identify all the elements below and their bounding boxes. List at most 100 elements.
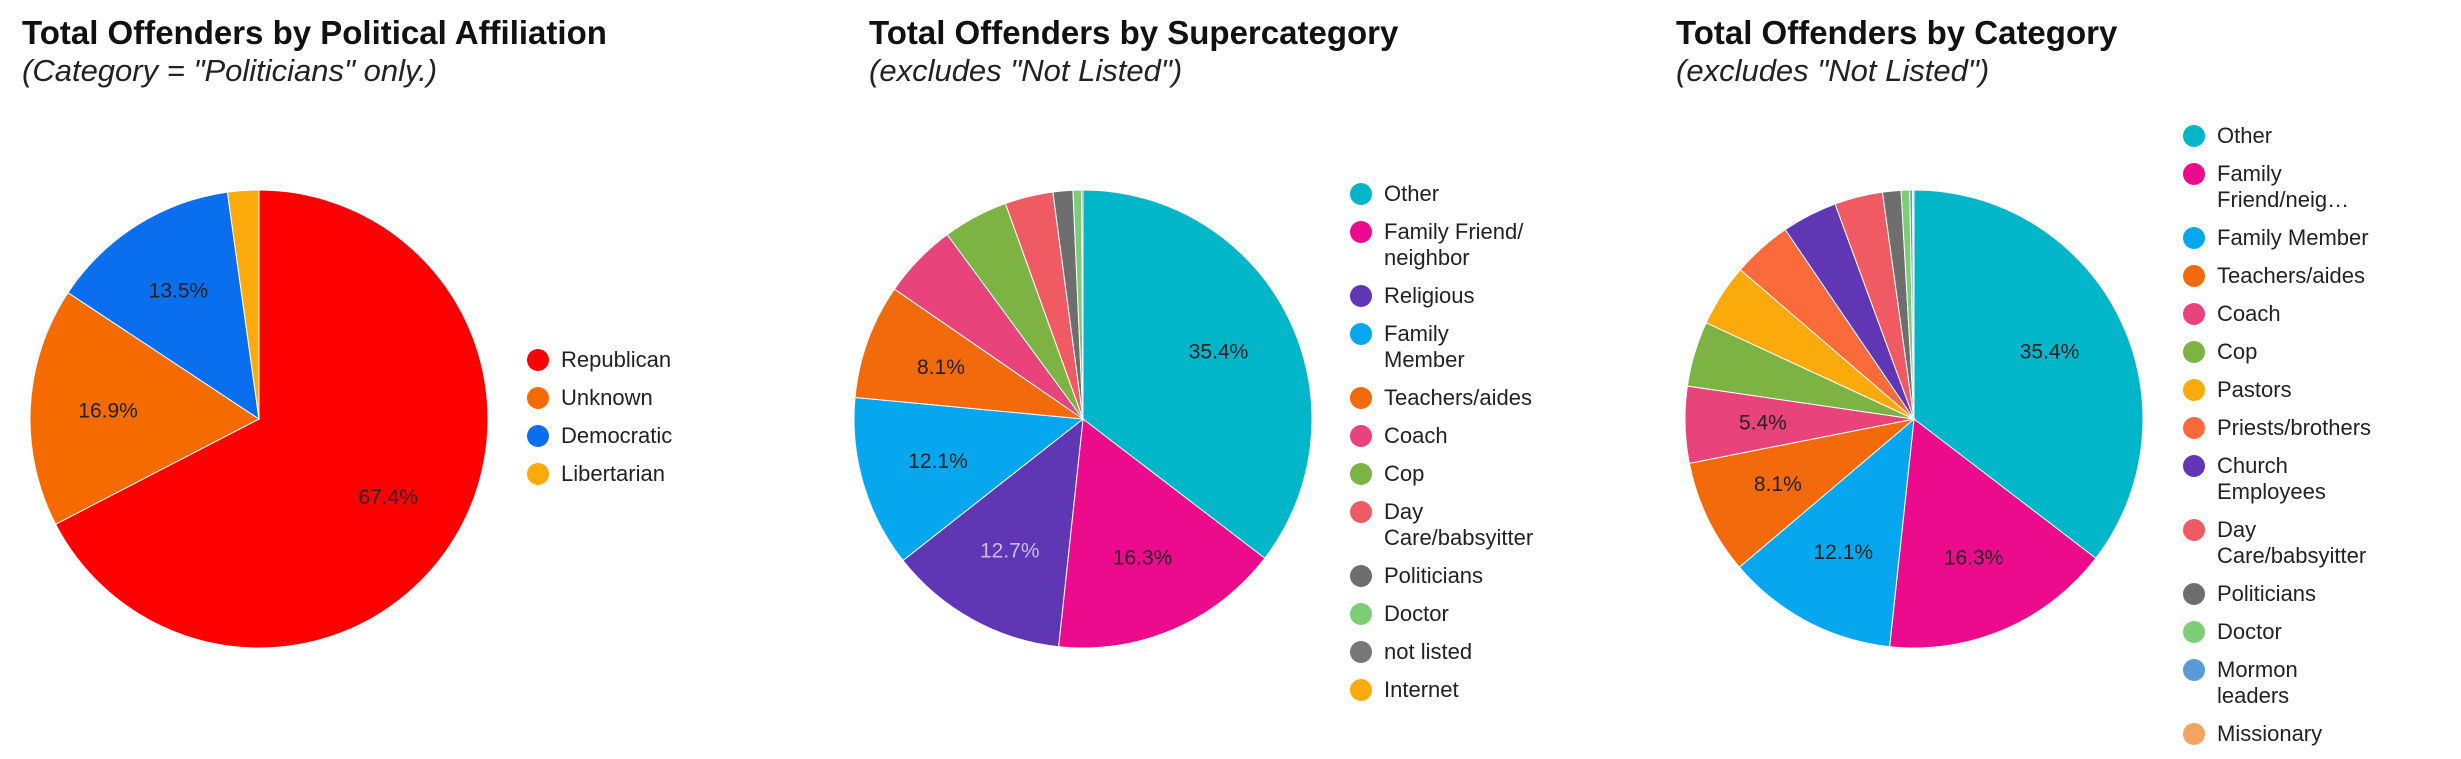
chart-subtitle: (Category = "Politicians" only.) <box>22 53 438 88</box>
legend-item-cop[interactable]: Cop <box>1350 461 1533 487</box>
legend-swatch <box>2183 621 2205 643</box>
legend-label: Teachers/aides <box>1384 385 1532 410</box>
legend-item-not-listed[interactable]: not listed <box>1350 639 1533 665</box>
legend-item-priests-brothers[interactable]: Priests/brothers <box>2183 415 2371 441</box>
chart-legend: Republican Unknown Democratic Libertarian <box>527 347 672 499</box>
legend-swatch <box>1350 323 1372 345</box>
legend-label: Coach <box>1384 423 1448 448</box>
pie-slice-family-member[interactable] <box>1738 417 1915 648</box>
legend-item-church-employees[interactable]: Church Employees <box>2183 453 2371 505</box>
legend-item-unknown[interactable]: Unknown <box>527 385 672 411</box>
legend-swatch <box>527 349 549 371</box>
pie-slice-unknown[interactable] <box>29 291 260 525</box>
legend-swatch <box>1350 387 1372 409</box>
slice-data-label: 12.1% <box>908 450 968 473</box>
chart-title: Total Offenders by Category <box>1676 14 2118 51</box>
legend-swatch <box>1350 603 1372 625</box>
legend-item-missionary[interactable]: Missionary <box>2183 721 2371 747</box>
legend-label: Priests/brothers <box>2217 415 2372 440</box>
pie-slice-family-member[interactable] <box>853 396 1085 562</box>
legend-item-democratic[interactable]: Democratic <box>527 423 672 449</box>
pie-slice-missionary[interactable] <box>1912 189 1915 420</box>
legend-swatch <box>1350 425 1372 447</box>
pie-chart: 35.4% 16.3% 12.7% 12.1% 8.1% <box>853 189 1313 649</box>
legend-label: Other <box>2217 123 2273 148</box>
legend-label: Unknown <box>561 385 653 410</box>
legend-item-teachers-aides[interactable]: Teachers/aides <box>1350 385 1533 411</box>
pie-slice-democratic[interactable] <box>67 191 260 421</box>
legend-swatch <box>2183 659 2205 681</box>
legend-swatch <box>1350 285 1372 307</box>
legend-item-day-care-babsyitter[interactable]: Day Care/babsyitter <box>1350 499 1533 551</box>
pie-slice-other[interactable] <box>1082 189 1313 559</box>
pie-slice-teachers-aides[interactable] <box>1688 418 1916 568</box>
legend-swatch <box>527 463 549 485</box>
legend-label: Family Member <box>2217 225 2369 250</box>
slice-data-label: 13.5% <box>149 280 209 303</box>
legend-item-family-friend-neig[interactable]: Family Friend/neig… <box>2183 161 2371 213</box>
legend-item-doctor[interactable]: Doctor <box>1350 601 1533 627</box>
legend-label: Cop <box>1384 461 1425 486</box>
legend-label: Cop <box>2217 339 2258 364</box>
legend-swatch <box>2183 455 2205 477</box>
legend-label: not listed <box>1384 639 1473 664</box>
slice-data-label: 16.9% <box>78 399 138 422</box>
legend-swatch <box>2183 519 2205 541</box>
legend-label: Politicians <box>2217 581 2317 606</box>
chart-title: Total Offenders by Political Affiliation <box>22 14 607 51</box>
legend-item-other[interactable]: Other <box>1350 181 1533 207</box>
legend-label: Family Friend/ neighbor <box>1384 219 1524 270</box>
chart-title: Total Offenders by Supercategory <box>869 14 1399 51</box>
chart-subtitle: (excludes "Not Listed") <box>869 53 1183 88</box>
legend-swatch <box>1350 641 1372 663</box>
legend-item-coach[interactable]: Coach <box>2183 301 2371 327</box>
legend-item-religious[interactable]: Religious <box>1350 283 1533 309</box>
legend-label: Church Employees <box>2217 453 2326 504</box>
legend-item-politicians[interactable]: Politicians <box>1350 563 1533 589</box>
legend-label: Doctor <box>2217 619 2282 644</box>
slice-data-label: 16.3% <box>1113 546 1173 569</box>
legend-item-coach[interactable]: Coach <box>1350 423 1533 449</box>
legend-item-family-friend-neighbor[interactable]: Family Friend/ neighbor <box>1350 219 1533 271</box>
legend-label: Doctor <box>1384 601 1449 626</box>
legend-label: Day Care/babsyitter <box>1384 499 1534 550</box>
legend-item-politicians[interactable]: Politicians <box>2183 581 2371 607</box>
legend-swatch <box>2183 227 2205 249</box>
pie-slice-republican[interactable] <box>54 189 489 649</box>
pie-chart: 67.4% 16.9% 13.5% <box>29 189 489 649</box>
slice-data-label: 8.1% <box>1754 473 1802 496</box>
pie-slice-teachers-aides[interactable] <box>854 288 1085 420</box>
legend-label: Politicians <box>1384 563 1484 588</box>
legend-item-libertarian[interactable]: Libertarian <box>527 461 672 487</box>
legend-label: Day Care/babsyitter <box>2217 517 2367 568</box>
legend-item-family-member[interactable]: Family Member <box>1350 321 1533 373</box>
legend-swatch <box>2183 417 2205 439</box>
legend-label: Pastors <box>2217 377 2292 402</box>
legend-item-mormon-leaders[interactable]: Mormon leaders <box>2183 657 2371 709</box>
legend-item-family-member[interactable]: Family Member <box>2183 225 2371 251</box>
pie-slice-family-friend-neighbor[interactable] <box>1058 418 1266 649</box>
legend-label: Religious <box>1384 283 1475 308</box>
legend-swatch <box>2183 379 2205 401</box>
chart-legend: Other Family Friend/neig… Family Member Tea… <box>2183 123 2371 759</box>
legend-item-republican[interactable]: Republican <box>527 347 672 373</box>
legend-label: Teachers/aides <box>2217 263 2365 288</box>
pie-slice-family-friend-neig[interactable] <box>1889 418 2097 649</box>
legend-swatch <box>1350 501 1372 523</box>
legend-item-day-care-babsyitter[interactable]: Day Care/babsyitter <box>2183 517 2371 569</box>
pie-chart: 35.4% 16.3% 12.1% 8.1% 5.4% <box>1684 189 2144 649</box>
legend-label: Democratic <box>561 423 673 448</box>
legend-item-doctor[interactable]: Doctor <box>2183 619 2371 645</box>
pie-slice-religious[interactable] <box>902 417 1084 648</box>
slice-data-label: 35.4% <box>2020 341 2080 364</box>
slice-data-label: 16.3% <box>1944 546 2004 569</box>
legend-item-pastors[interactable]: Pastors <box>2183 377 2371 403</box>
pie-slice-not-listed[interactable] <box>1081 189 1084 420</box>
legend-item-other[interactable]: Other <box>2183 123 2371 149</box>
pie-slice-other[interactable] <box>1913 189 2144 559</box>
legend-swatch <box>1350 221 1372 243</box>
legend-item-cop[interactable]: Cop <box>2183 339 2371 365</box>
legend-item-teachers-aides[interactable]: Teachers/aides <box>2183 263 2371 289</box>
pie-slice-libertarian[interactable] <box>226 189 260 420</box>
slice-data-label: 12.7% <box>980 540 1040 563</box>
